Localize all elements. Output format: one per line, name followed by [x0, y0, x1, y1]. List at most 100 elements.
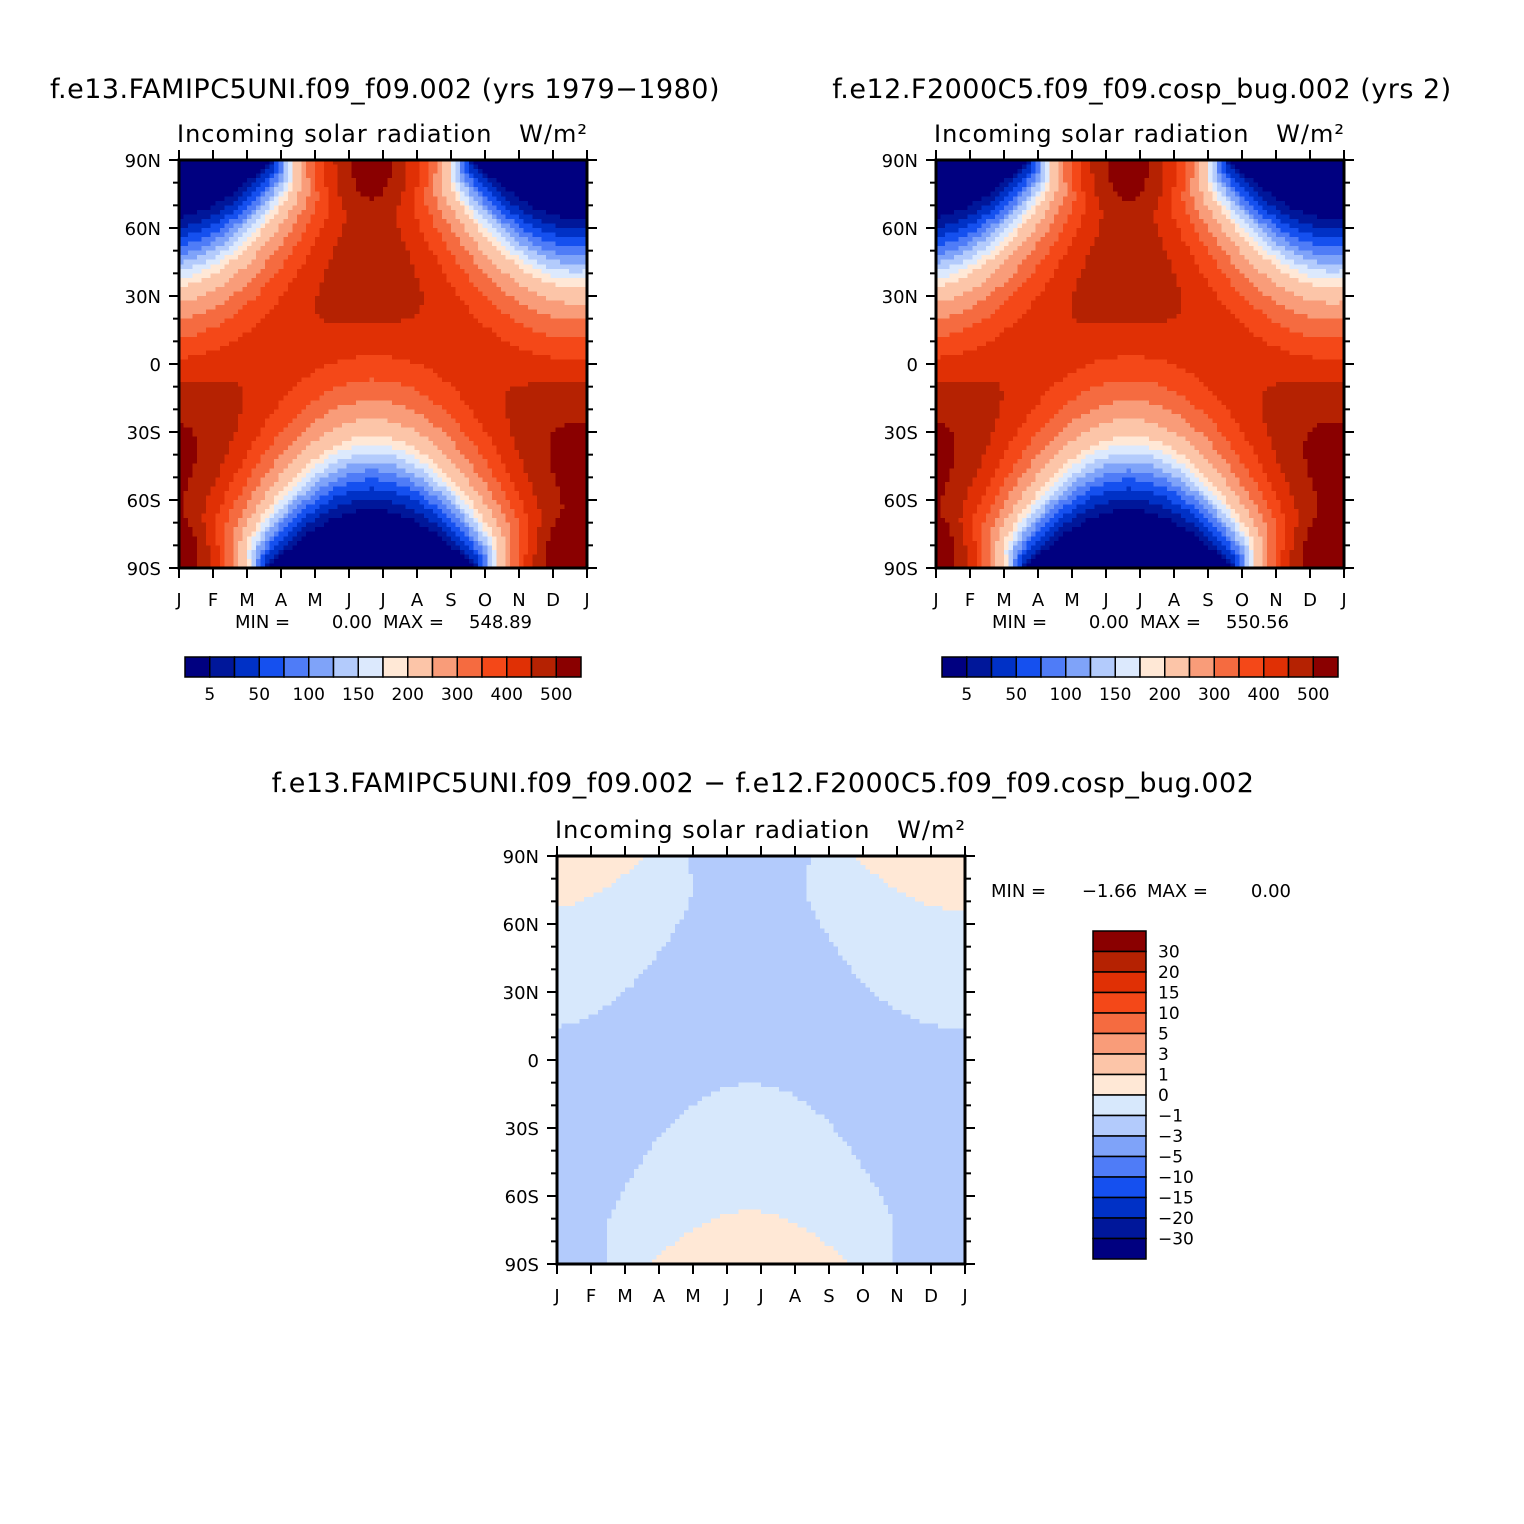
field-cell [373, 255, 380, 261]
field-cell [469, 273, 475, 279]
field-cell [242, 309, 248, 315]
field-cell [319, 237, 325, 243]
field-cell [355, 327, 361, 333]
field-cell [383, 259, 389, 265]
field-cell [441, 250, 448, 256]
field-cell [256, 291, 262, 297]
field-cell [242, 300, 248, 306]
field-cell [369, 368, 375, 374]
field-cell [568, 282, 574, 288]
field-cell [296, 205, 302, 211]
field-cell [414, 314, 420, 320]
field-cell [523, 196, 529, 202]
field-cell [487, 228, 493, 234]
field-cell [188, 178, 194, 184]
field-cell [432, 200, 438, 206]
field-cell [287, 323, 293, 329]
field-cell [342, 232, 348, 238]
field-cell [559, 318, 565, 324]
field-cell [496, 404, 502, 410]
field-cell [278, 182, 284, 188]
field-cell [201, 368, 207, 374]
field-cell [396, 178, 402, 184]
field-cell [383, 332, 389, 338]
field-cell [478, 264, 484, 270]
field-cell [192, 336, 198, 342]
field-cell [441, 237, 448, 243]
field-cell [183, 200, 189, 206]
field-cell [278, 305, 284, 311]
field-cell [287, 214, 293, 220]
field-cell [437, 391, 443, 397]
field-cell [369, 300, 375, 306]
field-cell [301, 250, 307, 256]
field-cell [206, 296, 212, 302]
field-cell [251, 182, 257, 188]
field-cell [328, 191, 334, 197]
field-cell [523, 228, 529, 234]
field-cell [319, 160, 325, 166]
field-cell [573, 395, 579, 401]
field-cell [346, 277, 352, 283]
field-cell [296, 382, 302, 388]
field-cell [455, 382, 461, 388]
field-cell [333, 277, 339, 283]
field-cell [215, 259, 221, 265]
field-cell [251, 223, 257, 229]
field-cell [219, 214, 225, 220]
field-cell [219, 382, 225, 388]
field-cell [369, 286, 375, 293]
field-cell [197, 232, 203, 238]
field-cell [242, 373, 248, 379]
field-cell [577, 345, 584, 351]
field-cell [355, 255, 361, 261]
field-cell [319, 318, 325, 324]
field-cell [360, 309, 366, 315]
field-cell [274, 318, 280, 324]
field-cell [432, 323, 438, 329]
field-cell [251, 364, 257, 370]
field-cell [292, 259, 298, 265]
field-cell [573, 169, 579, 175]
field-cell [305, 395, 312, 401]
field-cell [446, 259, 452, 265]
field-cell [373, 318, 380, 324]
field-cell [210, 164, 216, 170]
field-cell [315, 246, 321, 252]
field-cell [319, 178, 325, 184]
field-cell [410, 264, 416, 270]
field-cell [473, 350, 479, 356]
field-cell [364, 350, 370, 356]
field-cell [432, 264, 438, 270]
field-cell [319, 373, 325, 379]
field-cell [392, 318, 398, 324]
field-cell [550, 314, 556, 320]
field-cell [509, 237, 516, 243]
field-cell [224, 209, 230, 215]
field-cell [247, 223, 253, 229]
field-cell [292, 286, 298, 293]
field-cell [319, 268, 325, 274]
field-cell [401, 223, 407, 229]
field-cell [564, 323, 570, 329]
field-cell [478, 182, 484, 188]
field-cell [210, 332, 216, 338]
field-cell [324, 291, 330, 297]
field-cell [301, 382, 307, 388]
field-cell [283, 169, 289, 175]
field-cell [564, 277, 570, 283]
field-cell [482, 373, 488, 379]
field-cell [360, 286, 366, 293]
field-cell [496, 218, 502, 225]
field-cell [419, 200, 425, 206]
field-cell [228, 395, 234, 401]
field-cell [247, 264, 253, 270]
field-cell [369, 187, 375, 193]
field-cell [233, 336, 239, 342]
field-cell [251, 232, 257, 238]
field-cell [509, 377, 516, 383]
field-cell [364, 336, 370, 342]
field-cell [514, 318, 520, 324]
field-cell [500, 160, 506, 166]
field-cell [564, 273, 570, 279]
